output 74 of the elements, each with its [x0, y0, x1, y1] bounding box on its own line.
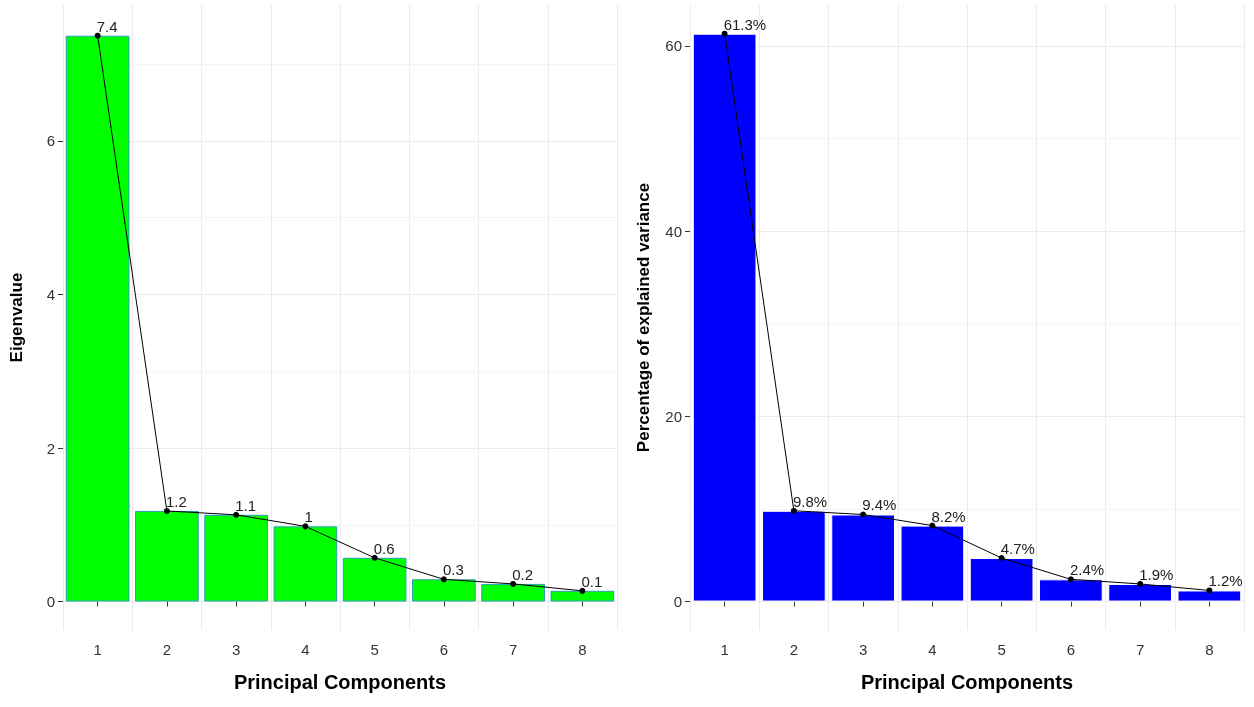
bar: [1108, 583, 1172, 602]
x-tick-label: 3: [231, 641, 241, 658]
point: [579, 587, 586, 594]
x-tick-label: 1: [720, 641, 729, 658]
x-tick-label: 8: [1205, 641, 1214, 658]
x-tick-label: 5: [997, 641, 1006, 658]
bar: [900, 525, 965, 602]
data-label: 1.2: [165, 492, 187, 510]
y-tick-label: 40: [665, 222, 682, 240]
point: [233, 511, 240, 518]
y-axis-title: Percentage of explained variance: [634, 182, 653, 453]
bar: [1177, 590, 1242, 602]
bar: [412, 579, 476, 602]
point: [721, 30, 728, 37]
x-tick-label: 2: [162, 641, 172, 658]
bar: [135, 510, 199, 602]
x-tick-label: 1: [93, 641, 102, 658]
y-tick-label: 0: [673, 593, 682, 611]
data-label: 0.3: [442, 561, 464, 579]
data-label: 1: [304, 508, 313, 526]
bar: [831, 514, 895, 602]
x-tick-label: 6: [439, 641, 449, 658]
data-label: 1.9%: [1139, 565, 1174, 583]
y-tick-label: 20: [665, 407, 682, 425]
y-tick-label: 60: [665, 37, 682, 55]
bar: [550, 590, 615, 602]
data-label: 0.6: [373, 539, 395, 557]
y-tick-label: 2: [46, 439, 55, 457]
x-tick-label: 5: [370, 641, 379, 658]
data-label: 7.4: [96, 17, 118, 35]
y-tick-label: 6: [46, 132, 55, 150]
x-tick-label: 7: [508, 641, 518, 658]
x-tick-label: 7: [1135, 641, 1145, 658]
y-tick-label: 0: [46, 593, 55, 611]
point: [302, 523, 309, 530]
data-label: 1.2%: [1208, 572, 1243, 590]
point: [371, 554, 378, 561]
point: [1206, 587, 1213, 594]
data-label: 1.1: [235, 496, 256, 514]
bar: [65, 35, 130, 602]
data-label: 2.4%: [1069, 561, 1105, 579]
bar: [969, 558, 1034, 602]
bar: [273, 526, 338, 602]
data-label: 8.2%: [931, 507, 966, 525]
data-label: 0.1: [581, 572, 603, 590]
x-tick-label: 3: [858, 641, 868, 658]
point: [94, 32, 101, 39]
point: [1137, 580, 1144, 587]
point: [790, 507, 797, 514]
point: [1067, 576, 1074, 583]
point: [998, 555, 1005, 562]
point: [860, 511, 867, 518]
data-label: 4.7%: [1000, 540, 1035, 558]
x-axis-title: Principal Components: [860, 671, 1074, 693]
y-tick-label: 4: [46, 285, 55, 303]
x-tick-label: 4: [928, 641, 937, 658]
x-tick-label: 4: [301, 641, 310, 658]
point: [929, 522, 936, 529]
x-tick-label: 6: [1066, 641, 1076, 658]
x-axis-title: Principal Components: [233, 671, 447, 693]
data-label: 9.4%: [862, 496, 897, 514]
bar: [204, 514, 268, 602]
bar: [342, 557, 407, 602]
point: [163, 507, 170, 514]
x-tick-label: 8: [578, 641, 587, 658]
bar: [1039, 579, 1103, 602]
bar: [481, 583, 545, 602]
point: [510, 580, 517, 587]
data-label: 61.3%: [723, 15, 767, 33]
data-label: 0.2: [512, 565, 533, 583]
x-tick-label: 2: [789, 641, 799, 658]
point: [440, 576, 447, 583]
data-label: 9.8%: [792, 492, 828, 510]
y-axis-title: Eigenvalue: [7, 272, 26, 363]
